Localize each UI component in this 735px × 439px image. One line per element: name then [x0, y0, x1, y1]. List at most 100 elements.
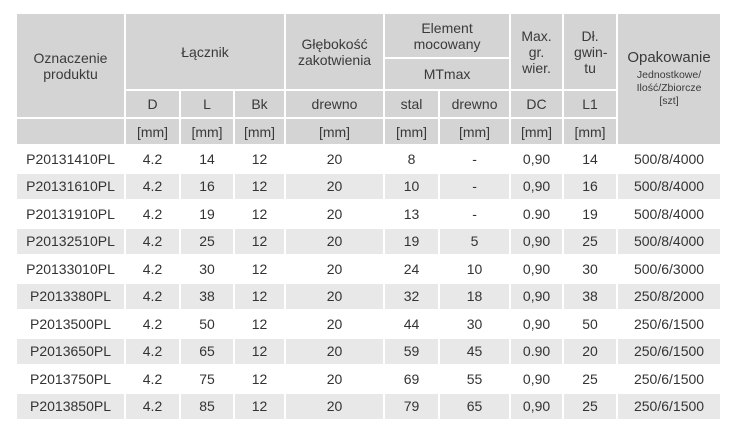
cell-d: 4.2: [124, 199, 181, 229]
cell-bk: 12: [232, 171, 287, 201]
cell-wood: 65: [438, 391, 512, 421]
unit-label: [mm]: [284, 117, 386, 146]
table-row: P20131910PL 4.2 19 12 20 13-0.90 19 500/8/4000: [15, 199, 723, 229]
cell-packaging: 250/8/2000: [616, 281, 723, 311]
cell-d: 4.2: [124, 391, 181, 421]
cell-d: 4.2: [124, 171, 181, 201]
cell-dc: 0.90: [509, 199, 565, 229]
cell-bk: 12: [232, 199, 287, 229]
unit-label: [mm]: [438, 117, 512, 146]
cell-steel: 8: [383, 144, 441, 174]
header-depth: Głębokość zakotwienia: [284, 12, 386, 91]
cell-dc: 0,90: [509, 281, 565, 311]
cell-steel: 79: [383, 391, 441, 421]
table-row: P20133010PL 4.2 30 12 20 24 10 0,90 30 500/6/3000: [15, 254, 723, 284]
cell-dc: 0,90: [509, 171, 565, 201]
header-element: Element mocowany: [383, 12, 512, 59]
cell-depth: 20: [284, 364, 386, 394]
cell-packaging: 500/6/3000: [616, 254, 723, 284]
table-row: P2013500PL 4.2 50 12 20 44 30 0,90 50 250/6/1500: [15, 309, 723, 339]
cell-product-code: P2013850PL: [15, 391, 126, 421]
cell-wood: 45: [438, 336, 512, 366]
cell-dc: 0,90: [509, 144, 565, 174]
cell-wood: 55: [438, 364, 512, 394]
cell-product-code: P2013750PL: [15, 364, 126, 394]
packaging-subtitle: Jednostkowe/ Ilość/Zbiorcze: [636, 69, 702, 94]
cell-wood: -: [438, 171, 512, 201]
cell-d: 4.2: [124, 336, 181, 366]
cell-product-code: P2013500PL: [15, 309, 126, 339]
cell-packaging: 250/6/1500: [616, 364, 723, 394]
cell-packaging: 500/8/4000: [616, 171, 723, 201]
table-row: P2013380PL 4.2 38 12 20 32 18 0,90 38 250/8/2000: [15, 281, 723, 311]
cell-dc: 0,90: [509, 391, 565, 421]
cell-steel: 59: [383, 336, 441, 366]
cell-l: 38: [179, 281, 235, 311]
cell-product-code: P20131410PL: [15, 144, 126, 174]
cell-d: 4.2: [124, 254, 181, 284]
cell-packaging: 250/6/1500: [616, 391, 723, 421]
table-body: P20131410PL 4.2 14 12 20 8-0,90 14 500/8/4000 P2…: [15, 144, 723, 421]
cell-packaging: 250/6/1500: [616, 336, 723, 366]
cell-l: 19: [179, 199, 235, 229]
cell-product-code: P2013650PL: [15, 336, 126, 366]
product-spec-table: Oznaczenie produktu Łącznik Głębokość za…: [15, 12, 723, 421]
cell-l1: 19: [562, 199, 619, 229]
cell-wood: -: [438, 144, 512, 174]
cell-steel: 19: [383, 226, 441, 256]
cell-steel: 32: [383, 281, 441, 311]
cell-l1: 16: [562, 171, 619, 201]
table-row: P20131410PL 4.2 14 12 20 8-0,90 14 500/8/4000: [15, 144, 723, 174]
cell-bk: 12: [232, 144, 287, 174]
unit-label: [mm]: [124, 117, 181, 146]
cell-bk: 12: [232, 309, 287, 339]
cell-l1: 25: [562, 226, 619, 256]
cell-product-code: P20131610PL: [15, 171, 126, 201]
cell-l1: 25: [562, 391, 619, 421]
cell-depth: 20: [284, 391, 386, 421]
header-bk: Bk: [232, 89, 287, 119]
unit-label: [mm]: [383, 117, 441, 146]
header-wood: drewno: [438, 89, 512, 119]
cell-l: 14: [179, 144, 235, 174]
cell-dc: 0,90: [509, 309, 565, 339]
cell-packaging: 250/6/1500: [616, 309, 723, 339]
cell-l1: 25: [562, 364, 619, 394]
table-row: P2013650PL 4.2 65 12 20 59 45 0.90 20 250/6/1500: [15, 336, 723, 366]
cell-product-code: P20131910PL: [15, 199, 126, 229]
header-d: D: [124, 89, 181, 119]
cell-dc: 0,90: [509, 226, 565, 256]
header-product-unit: [15, 117, 126, 146]
header-packaging: Opakowanie Jednostkowe/ Ilość/Zbiorcze […: [616, 12, 723, 146]
cell-bk: 12: [232, 391, 287, 421]
table-row: P20132510PL 4.2 25 12 20 19 5 0,90 25 500/8/4000: [15, 226, 723, 256]
cell-depth: 20: [284, 309, 386, 339]
header-steel: stal: [383, 89, 441, 119]
cell-dc: 0,90: [509, 364, 565, 394]
cell-packaging: 500/8/4000: [616, 199, 723, 229]
header-fastener: Łącznik: [123, 12, 287, 91]
cell-d: 4.2: [124, 364, 181, 394]
header-product: Oznaczenie produktu: [15, 12, 126, 119]
unit-label: [mm]: [179, 117, 235, 146]
cell-steel: 24: [383, 254, 441, 284]
cell-d: 4.2: [124, 281, 181, 311]
cell-l1: 38: [562, 281, 619, 311]
cell-dc: 0.90: [509, 336, 565, 366]
header-dc: DC: [509, 89, 565, 119]
cell-l: 50: [179, 309, 235, 339]
cell-bk: 12: [232, 364, 287, 394]
cell-wood: 5: [438, 226, 512, 256]
header-l: L: [179, 89, 235, 119]
cell-packaging: 500/8/4000: [616, 226, 723, 256]
cell-l: 30: [179, 254, 235, 284]
cell-depth: 20: [284, 144, 386, 174]
cell-depth: 20: [284, 199, 386, 229]
cell-product-code: P20132510PL: [15, 226, 126, 256]
cell-product-code: P2013380PL: [15, 281, 126, 311]
cell-packaging: 500/8/4000: [616, 144, 723, 174]
cell-wood: -: [438, 199, 512, 229]
cell-depth: 20: [284, 226, 386, 256]
table-row: P2013850PL 4.2 85 12 20 79 65 0,90 25 250/6/1500: [15, 391, 723, 421]
cell-l1: 20: [562, 336, 619, 366]
